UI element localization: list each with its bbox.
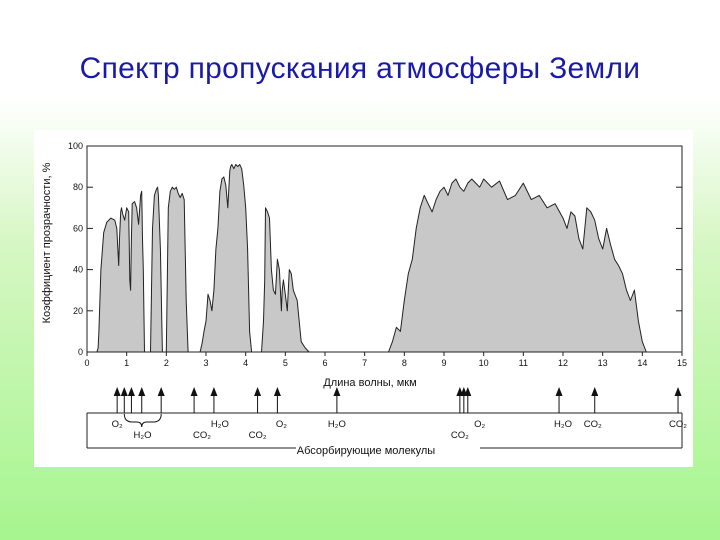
x-tick-label: 0 xyxy=(84,358,89,368)
molecule-label: O₂ xyxy=(474,419,485,430)
x-tick-label: 5 xyxy=(283,358,288,368)
x-tick-label: 1 xyxy=(124,358,129,368)
x-tick-label: 10 xyxy=(479,358,489,368)
absorption-arrow-head xyxy=(138,387,146,396)
transmission-area-series-0 xyxy=(96,164,647,353)
molecule-label: CO₂ xyxy=(249,430,267,441)
molecule-label: CO₂ xyxy=(193,430,211,441)
molecule-label: H₂O xyxy=(134,430,152,441)
absorption-arrow-head xyxy=(127,387,135,396)
x-tick-label: 12 xyxy=(558,358,568,368)
x-tick-label: 13 xyxy=(598,358,608,368)
molecule-label: H₂O xyxy=(554,419,572,430)
absorption-arrow-head xyxy=(464,387,472,396)
x-tick-label: 8 xyxy=(402,358,407,368)
absorption-arrow-head xyxy=(190,387,198,396)
molecule-label: H₂O xyxy=(328,419,346,430)
x-tick-label: 3 xyxy=(203,358,208,368)
y-tick-label: 60 xyxy=(73,223,83,233)
absorption-arrow-head xyxy=(555,387,563,396)
absorption-brace xyxy=(123,413,162,428)
absorption-arrow-head xyxy=(674,387,682,396)
absorption-arrow-head xyxy=(591,387,599,396)
x-tick-label: 4 xyxy=(243,358,248,368)
x-tick-label: 7 xyxy=(362,358,367,368)
chart-figure: 0 20 40 60 80 100 0 1 2 3 4 5 6 7 8 9 10 11 12 13 14 15 Коэфф… xyxy=(34,130,693,467)
absorption-arrow-head xyxy=(273,387,281,396)
molecule-label: CO₂ xyxy=(451,430,469,441)
y-tick-label: 0 xyxy=(78,347,83,357)
absorption-caption: Абсорбирующие молекулы xyxy=(297,445,436,457)
molecule-label: CO₂ xyxy=(669,419,687,430)
x-tick-label: 11 xyxy=(519,358,528,368)
molecule-label: O₂ xyxy=(112,419,123,430)
x-tick-label: 14 xyxy=(637,358,647,368)
molecule-label: H₂O xyxy=(211,419,229,430)
absorption-arrow-head xyxy=(333,387,341,396)
x-tick-label: 6 xyxy=(322,358,327,368)
x-tick-label: 9 xyxy=(441,358,446,368)
molecule-label: CO₂ xyxy=(584,419,602,430)
y-axis-label: Коэффициент прозрачности, % xyxy=(41,162,53,323)
absorption-arrow-head xyxy=(157,387,165,396)
absorption-arrow-head xyxy=(113,387,121,396)
absorption-arrow-head xyxy=(210,387,218,396)
y-tick-label: 100 xyxy=(68,141,83,151)
y-tick-label: 40 xyxy=(73,265,83,275)
slide-title: Спектр пропускания атмосферы Земли xyxy=(79,52,641,85)
x-axis-label: Длина волны, мкм xyxy=(323,377,416,389)
absorption-arrow-head xyxy=(254,387,262,396)
y-tick-label: 20 xyxy=(73,306,83,316)
x-tick-label: 15 xyxy=(677,358,687,368)
y-tick-label: 80 xyxy=(73,182,83,192)
absorption-arrow-head xyxy=(120,387,128,396)
x-tick-label: 2 xyxy=(164,358,169,368)
molecule-label: O₂ xyxy=(276,419,287,430)
